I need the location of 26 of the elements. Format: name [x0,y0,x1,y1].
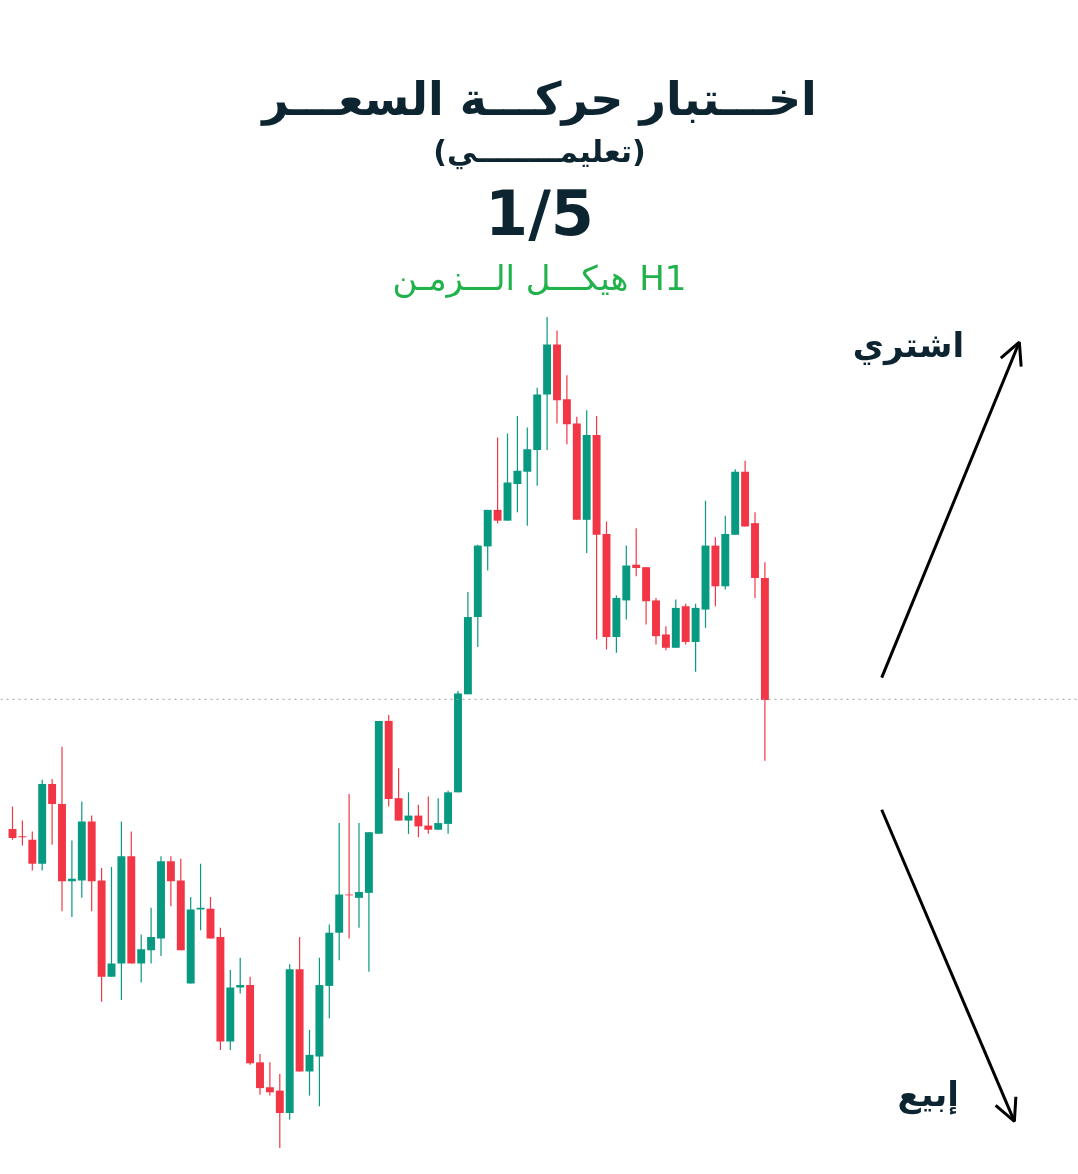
candlestick [107,866,116,978]
candlestick [236,957,245,994]
candlestick [493,436,502,524]
candlestick [424,795,433,835]
candlestick [166,855,175,907]
candlestick [147,907,156,965]
text: 1/5 [485,176,594,250]
text: إبيع [897,1073,960,1115]
candlestick [434,797,443,831]
candlestick [265,1061,274,1097]
candlestick [394,767,403,822]
candlestick [513,415,522,513]
chart-subtitle: (تعليمــــــــي) [433,133,646,170]
candlestick [632,527,641,577]
chart-title: اخـــتبار حركـــة السعـــر [260,71,817,126]
candlestick [48,778,57,846]
text: هيكـــل الـــزمـن H1 [392,257,687,299]
candlestick [275,1073,284,1149]
candlestick [404,791,413,835]
candlestick [414,804,423,838]
candlestick [18,819,27,847]
text: اشتري [852,324,965,366]
candlestick [355,822,363,929]
candlestick [661,625,670,651]
candlestick [523,427,532,527]
candlestick [137,933,146,984]
